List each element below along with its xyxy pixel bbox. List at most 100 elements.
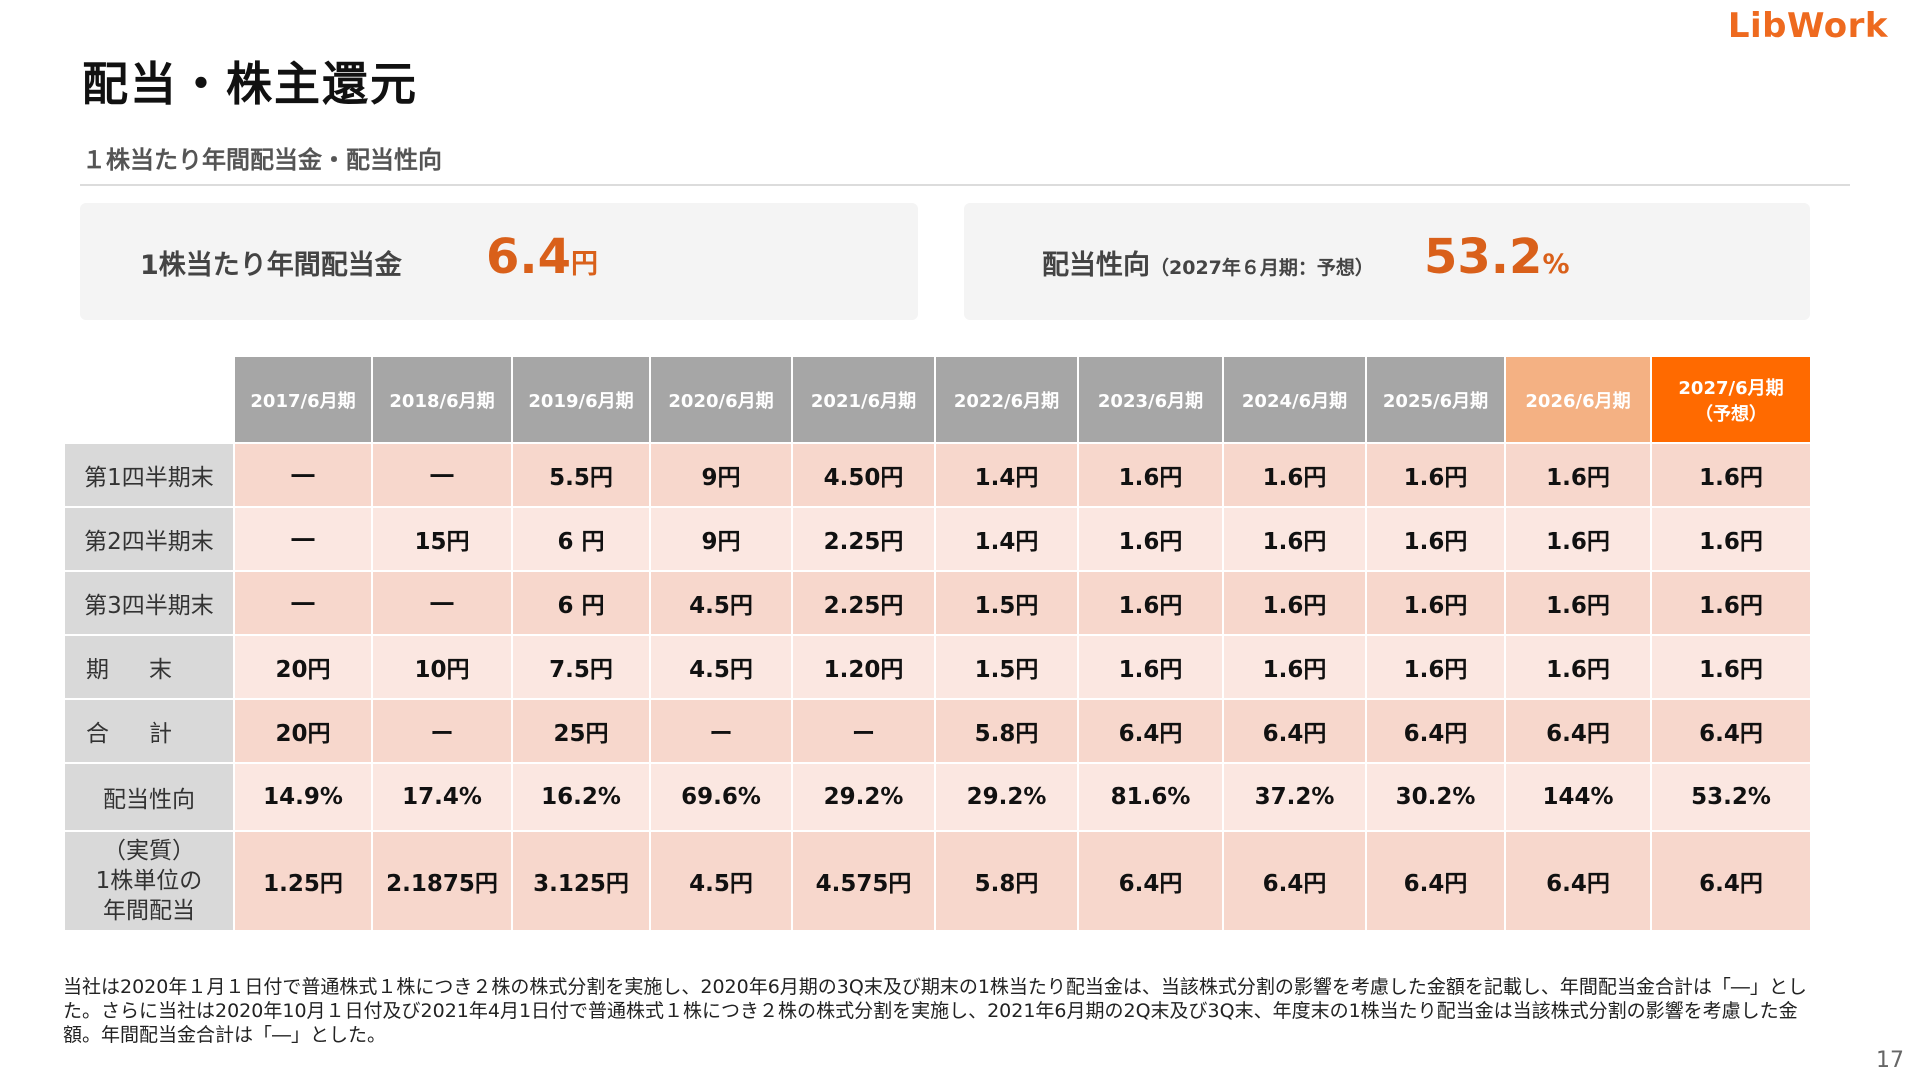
table-cell: 17.4% (371, 762, 513, 832)
row-header: 第1四半期末 (63, 442, 235, 508)
row-header: 第3四半期末 (63, 570, 235, 636)
table-cell: 5.5円 (511, 442, 651, 508)
section-subtitle: １株当たり年間配当金・配当性向 (82, 146, 442, 174)
table-cell: 6 円 (511, 570, 651, 636)
table-cell: 16.2% (511, 762, 651, 832)
dividend-table: 2017/6月期 2018/6月期 2019/6月期 2020/6月期 2021… (63, 355, 1812, 932)
table-cell: 144% (1504, 762, 1652, 832)
table-cell: 1.5円 (934, 570, 1079, 636)
payout-label-text: 配当性向 (1042, 250, 1150, 281)
col-header-current: 2026/6月期 (1504, 355, 1652, 444)
table-cell: 2.25円 (791, 570, 936, 636)
payout-value: 53.2% (1424, 229, 1570, 285)
payout-amount: 53.2 (1424, 229, 1543, 285)
table-cell: 6.4円 (1077, 698, 1224, 764)
col-header: 2024/6月期 (1222, 355, 1367, 444)
forecast-year: 2027/6月期 (1678, 377, 1784, 399)
page-number: 17 (1876, 1048, 1904, 1073)
table-cell: 1.6円 (1077, 506, 1224, 572)
dividend-value: 6.4円 (486, 229, 598, 285)
table-cell: 14.9% (233, 762, 373, 832)
table-cell: 1.6円 (1222, 570, 1367, 636)
table-cell: ― (233, 442, 373, 508)
table-cell: ー (371, 698, 513, 764)
table-cell: 20円 (233, 698, 373, 764)
row-header: 配当性向 (63, 762, 235, 832)
table-cell: 6.4円 (1222, 698, 1367, 764)
table-cell: 5.8円 (934, 830, 1079, 932)
table-cell: 6.4円 (1365, 698, 1506, 764)
col-header: 2020/6月期 (649, 355, 793, 444)
table-row: 期末 20円 10円 7.5円 4.5円 1.20円 1.5円 1.6円 1.6… (63, 634, 1812, 700)
table-cell: 1.6円 (1504, 506, 1652, 572)
table-cell: 2.25円 (791, 506, 936, 572)
table-cell: 53.2% (1650, 762, 1812, 832)
table-cell: 10円 (371, 634, 513, 700)
table-cell: 1.6円 (1504, 442, 1652, 508)
table-cell: 1.6円 (1365, 442, 1506, 508)
table-cell: 1.20円 (791, 634, 936, 700)
table-cell: 6.4円 (1504, 830, 1652, 932)
table-cell: 1.6円 (1650, 506, 1812, 572)
table-row: 第3四半期末 ― ― 6 円 4.5円 2.25円 1.5円 1.6円 1.6円… (63, 570, 1812, 636)
table-cell: 4.50円 (791, 442, 936, 508)
corner-cell (63, 355, 235, 444)
table-cell: 29.2% (791, 762, 936, 832)
table-cell: 9円 (649, 442, 793, 508)
dividend-amount: 6.4 (486, 229, 572, 285)
col-header: 2018/6月期 (371, 355, 513, 444)
table-cell: 37.2% (1222, 762, 1367, 832)
header-row: 2017/6月期 2018/6月期 2019/6月期 2020/6月期 2021… (63, 355, 1812, 444)
real-label-line1: （実質） (103, 838, 195, 864)
table-cell: ― (371, 570, 513, 636)
table-cell: 4.5円 (649, 570, 793, 636)
table-cell: 20円 (233, 634, 373, 700)
table-cell: 81.6% (1077, 762, 1224, 832)
row-header: 合計 (63, 698, 235, 764)
payout-unit: % (1542, 249, 1570, 280)
table-cell: ― (233, 570, 373, 636)
col-header: 2017/6月期 (233, 355, 373, 444)
table-cell: 1.6円 (1222, 634, 1367, 700)
table-row: 配当性向 14.9% 17.4% 16.2% 69.6% 29.2% 29.2%… (63, 762, 1812, 832)
table-row: 第2四半期末 ― 15円 6 円 9円 2.25円 1.4円 1.6円 1.6円… (63, 506, 1812, 572)
table-cell: 1.6円 (1077, 570, 1224, 636)
table-cell: 6 円 (511, 506, 651, 572)
row-header: 期末 (63, 634, 235, 700)
table-cell: 6.4円 (1365, 830, 1506, 932)
col-header: 2019/6月期 (511, 355, 651, 444)
table-cell: ー (791, 698, 936, 764)
table-cell: 1.6円 (1365, 506, 1506, 572)
footnote: 当社は2020年１月１日付で普通株式１株につき２株の株式分割を実施し、2020年… (63, 976, 1807, 1046)
company-logo: LibWork (1727, 6, 1888, 46)
table-cell: ― (233, 506, 373, 572)
table-cell: 4.575円 (791, 830, 936, 932)
table-cell: 6.4円 (1504, 698, 1652, 764)
dividend-unit: 円 (571, 249, 599, 280)
table-cell: 6.4円 (1222, 830, 1367, 932)
table-cell: 6.4円 (1650, 698, 1812, 764)
table-cell: 69.6% (649, 762, 793, 832)
table-cell: 1.4円 (934, 506, 1079, 572)
table-cell: 30.2% (1365, 762, 1506, 832)
real-label-line3: 年間配当 (103, 898, 195, 924)
dividend-label: 1株当たり年間配当金 (140, 250, 402, 281)
table-cell: 1.6円 (1365, 634, 1506, 700)
table-cell: 15円 (371, 506, 513, 572)
dividend-summary-card: 1株当たり年間配当金 6.4円 (80, 203, 918, 320)
table-cell: 1.25円 (233, 830, 373, 932)
table-cell: 1.6円 (1222, 442, 1367, 508)
table-cell: 1.6円 (1504, 570, 1652, 636)
row-header-real: （実質） 1株単位の 年間配当 (63, 830, 235, 932)
payout-summary-card: 配当性向（2027年６月期：予想） 53.2% (964, 203, 1810, 320)
table-cell: ー (649, 698, 793, 764)
table-cell: 1.5円 (934, 634, 1079, 700)
table-cell: 1.6円 (1077, 634, 1224, 700)
payout-label: 配当性向（2027年６月期：予想） (1042, 243, 1374, 282)
row-header: 第2四半期末 (63, 506, 235, 572)
table-row: 合計 20円 ー 25円 ー ー 5.8円 6.4円 6.4円 6.4円 6.4… (63, 698, 1812, 764)
table-cell: 6.4円 (1650, 830, 1812, 932)
payout-note: （2027年６月期：予想） (1150, 257, 1374, 279)
table-cell: 1.6円 (1365, 570, 1506, 636)
table-cell: 25円 (511, 698, 651, 764)
